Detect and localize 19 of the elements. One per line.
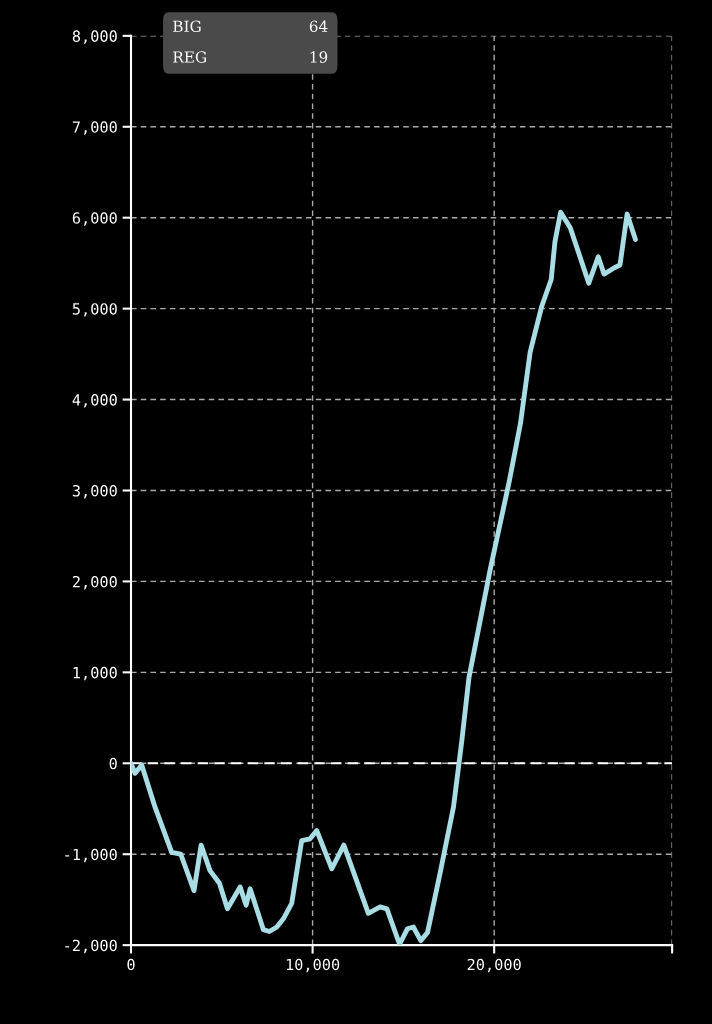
annotation: REG [173, 51, 206, 63]
y-tick-label: 4,000 [72, 394, 117, 408]
annotation: 19 [310, 51, 328, 63]
y-tick-label: 0 [109, 757, 117, 770]
y-tick-label: 3,000 [72, 485, 117, 499]
y-tick-label: -1,000 [65, 848, 117, 863]
text: BIG [173, 20, 201, 33]
text: 64 [309, 20, 328, 33]
x-tick-label: 20,000 [467, 958, 521, 973]
y-tick-label: 8,000 [72, 30, 117, 44]
y-tick-label: 5,000 [72, 303, 117, 317]
y-tick-label: -2,000 [65, 939, 117, 954]
y-tick-label: 6,000 [72, 212, 117, 226]
x-tick-label: 10,000 [286, 958, 340, 973]
line-series [131, 209, 638, 946]
x-tick-label: 0 [127, 958, 135, 971]
y-tick-label: 1,000 [73, 666, 117, 681]
y-tick-label: 2,000 [72, 575, 117, 590]
y-tick-label: 7,000 [72, 121, 117, 135]
